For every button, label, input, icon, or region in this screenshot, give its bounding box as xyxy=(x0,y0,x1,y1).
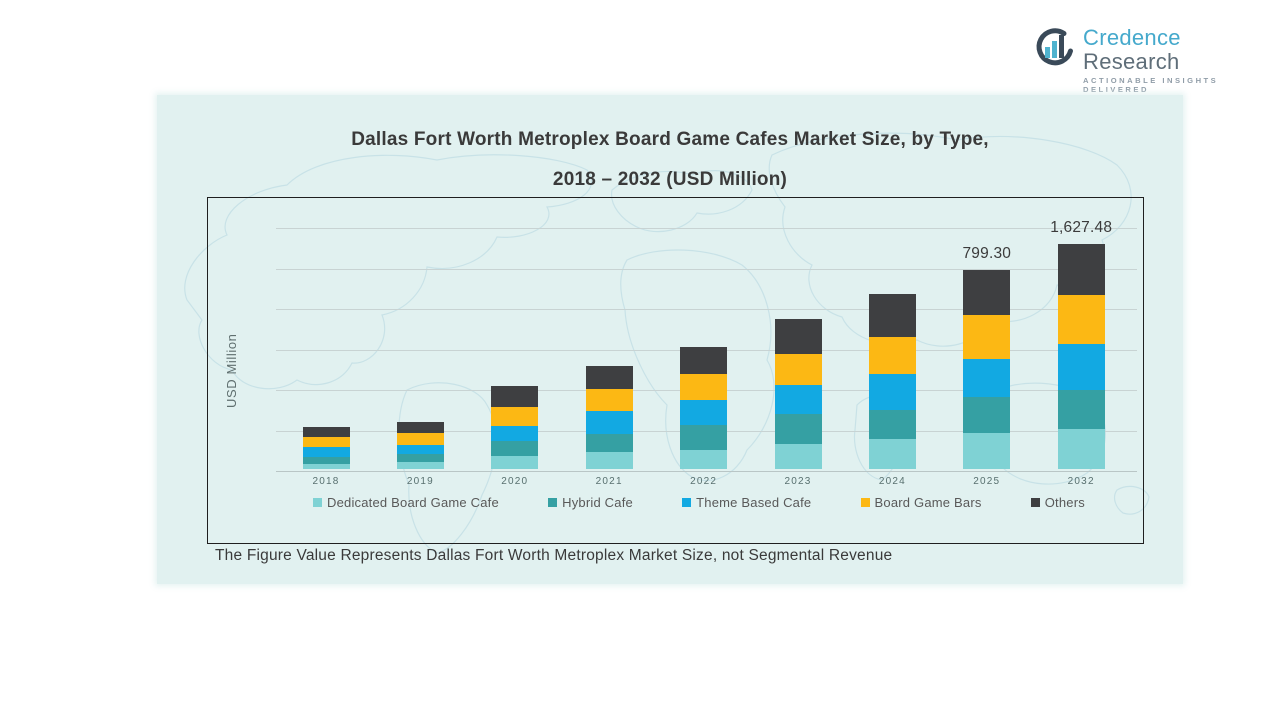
x-tick-label: 2021 xyxy=(595,476,623,487)
bar-segment xyxy=(1057,344,1105,390)
x-tick-label: 2032 xyxy=(1067,476,1095,487)
x-tick-label: 2024 xyxy=(878,476,906,487)
bar-segment xyxy=(963,315,1011,359)
chart-title-line1: Dallas Fort Worth Metroplex Board Game C… xyxy=(351,129,989,150)
bar-segment xyxy=(302,437,350,447)
x-tick-label: 2023 xyxy=(784,476,812,487)
bar-segment xyxy=(680,425,728,450)
bar-segment xyxy=(963,270,1011,315)
bar-segment xyxy=(963,397,1011,433)
bar-segment xyxy=(585,389,633,411)
stacked-bar-2018 xyxy=(302,427,350,469)
legend-label: Board Game Bars xyxy=(874,495,982,510)
bar-segment xyxy=(396,433,444,445)
gridline xyxy=(276,309,1137,310)
legend-label: Hybrid Cafe xyxy=(562,495,633,510)
x-axis-line xyxy=(276,471,1137,472)
bar-segment xyxy=(491,386,539,407)
stacked-bar-2019 xyxy=(396,422,444,469)
y-axis-label: USD Million xyxy=(224,333,239,409)
x-tick-label: 2025 xyxy=(973,476,1001,487)
bar-segment xyxy=(491,407,539,426)
bar-segment xyxy=(774,354,822,385)
bar-segment xyxy=(396,454,444,462)
legend-item: Theme Based Cafe xyxy=(682,495,811,510)
gridline xyxy=(276,268,1137,270)
bar-total-label: 1,627.48 xyxy=(1050,219,1113,236)
credence-research-logo: Credence Research ACTIONABLE INSIGHTS DE… xyxy=(1034,26,1280,94)
bar-segment xyxy=(302,457,350,464)
gridline xyxy=(276,228,1137,229)
bar-segment xyxy=(491,441,539,456)
bar-segment xyxy=(396,445,444,454)
plot-area: USD Million 2018 2019 2020 2021 2022 2023 2024… xyxy=(207,197,1144,544)
x-tick-label: 2018 xyxy=(312,476,340,487)
bar-segment xyxy=(680,400,728,425)
logo-brand-name: Credence Research xyxy=(1083,25,1181,74)
bar-segment xyxy=(302,464,350,469)
legend-label: Theme Based Cafe xyxy=(696,495,812,510)
x-tick-label: 2022 xyxy=(690,476,718,487)
bar-segment xyxy=(868,410,916,439)
bar-segment xyxy=(1057,390,1105,429)
x-tick-label: 2019 xyxy=(406,476,434,487)
bar-segment xyxy=(585,434,633,452)
legend-item: Board Game Bars xyxy=(860,495,982,510)
legend-swatch xyxy=(682,498,692,507)
bar-segment xyxy=(680,450,728,469)
bar-segment xyxy=(1057,429,1105,469)
bar-segment xyxy=(868,337,916,374)
legend-swatch xyxy=(548,498,558,507)
bar-segment xyxy=(774,319,822,354)
bar-segment xyxy=(868,294,916,337)
logo-tagline: ACTIONABLE INSIGHTS DELIVERED xyxy=(1083,76,1219,94)
bar-segment xyxy=(774,444,822,469)
stacked-bar-2020 xyxy=(491,386,539,469)
chart-footnote: The Figure Value Represents Dallas Fort … xyxy=(215,547,893,564)
bar-segment xyxy=(774,385,822,414)
legend-swatch xyxy=(313,498,322,507)
bar-segment xyxy=(868,439,916,469)
stacked-bar-2024 xyxy=(868,294,916,469)
legend-swatch xyxy=(1030,498,1040,507)
stacked-bar-2023 xyxy=(774,319,822,469)
bar-segment xyxy=(491,426,539,441)
x-tick-label: 2020 xyxy=(501,476,529,487)
bar-segment xyxy=(585,366,633,389)
chart-title-line2: 2018 – 2032 (USD Million) xyxy=(552,169,788,190)
stacked-bar-2032 xyxy=(1057,244,1105,469)
legend-label: Others xyxy=(1044,495,1085,510)
stacked-bar-2021 xyxy=(585,366,633,469)
logo-bar-chart-icon xyxy=(1034,26,1076,75)
bar-segment xyxy=(963,433,1011,469)
chart-panel: Dallas Fort Worth Metroplex Board Game C… xyxy=(157,95,1183,584)
legend-swatch xyxy=(860,498,870,507)
bar-segment xyxy=(491,456,539,469)
bar-segment xyxy=(585,411,633,434)
legend-label: Dedicated Board Game Cafe xyxy=(327,495,499,510)
bar-segment xyxy=(774,414,822,444)
legend-item: Dedicated Board Game Cafe xyxy=(313,495,499,510)
legend-item: Others xyxy=(1030,495,1085,510)
bar-segment xyxy=(1057,295,1105,344)
bar-segment xyxy=(396,422,444,433)
stacked-bar-2025 xyxy=(963,270,1011,469)
chart-legend: Dedicated Board Game Cafe Hybrid Cafe Them… xyxy=(313,495,1085,510)
bar-total-label: 799.30 xyxy=(962,245,1012,262)
bar-segment xyxy=(585,452,633,469)
bar-segment xyxy=(396,462,444,469)
bar-segment xyxy=(302,427,350,437)
legend-item: Hybrid Cafe xyxy=(548,495,633,510)
bar-segment xyxy=(680,347,728,374)
bar-segment xyxy=(1057,244,1105,295)
bar-segment xyxy=(963,359,1011,397)
bar-segment xyxy=(868,374,916,410)
bar-segment xyxy=(680,374,728,400)
stacked-bar-2022 xyxy=(680,347,728,469)
bar-segment xyxy=(302,447,350,457)
